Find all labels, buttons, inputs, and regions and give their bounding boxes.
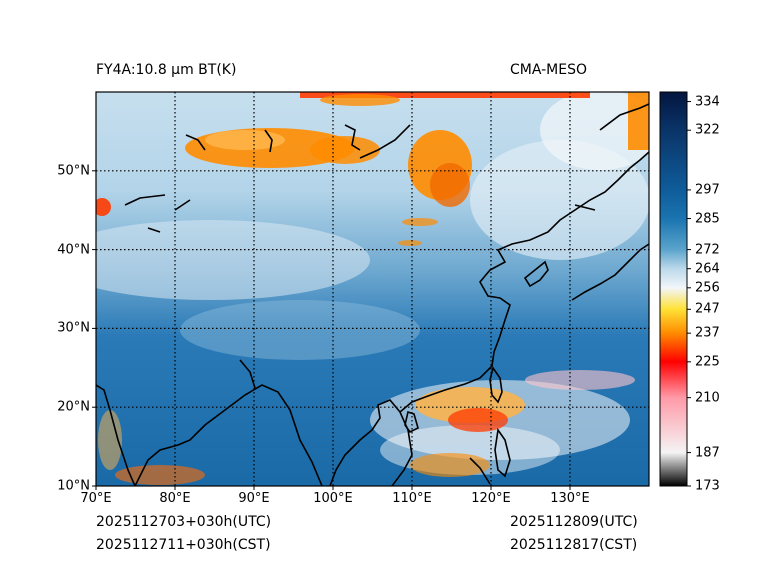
satellite-imagery (96, 92, 649, 486)
valid-time-utc: 2025112809(UTC) (510, 514, 638, 530)
colorbar-label: 247 (695, 301, 720, 317)
colorbar-label: 256 (695, 280, 720, 296)
lon-label: 90°E (238, 491, 270, 506)
lon-label: 80°E (159, 491, 191, 506)
colorbar-label: 285 (695, 211, 720, 227)
colorbar-label: 264 (695, 261, 720, 277)
axis-ticks (92, 170, 571, 490)
lon-label: 70°E (80, 491, 112, 506)
init-time-cst: 2025112711+030h(CST) (96, 537, 271, 553)
colorbar-label: 225 (695, 354, 720, 370)
init-time-utc: 2025112703+030h(UTC) (96, 514, 272, 530)
title-left: FY4A:10.8 µm BT(K) (96, 62, 237, 78)
colorbar-gradient (660, 92, 687, 486)
colorbar-label: 334 (695, 94, 720, 110)
lon-label: 130°E (550, 491, 590, 506)
colorbar-label: 210 (695, 390, 720, 406)
colorbar-label: 237 (695, 325, 720, 341)
colorbar-label: 173 (695, 478, 720, 494)
valid-time-cst: 2025112817(CST) (510, 537, 638, 553)
colorbar-label: 272 (695, 242, 720, 258)
lat-label: 20°N (57, 399, 90, 415)
lat-label: 40°N (57, 242, 90, 258)
title-right: CMA-MESO (510, 62, 588, 78)
lon-label: 100°E (313, 491, 353, 506)
lon-label: 120°E (471, 491, 511, 506)
colorbar-tick-marks (687, 101, 691, 487)
colorbar-label: 297 (695, 182, 720, 198)
lat-label: 50°N (57, 163, 90, 179)
colorbar-label: 187 (695, 445, 720, 461)
lat-label: 30°N (57, 320, 90, 336)
plot-frame (95, 91, 650, 487)
lat-label: 10°N (57, 478, 90, 494)
coastlines (96, 103, 649, 486)
colorbar-label: 322 (695, 122, 720, 138)
lon-label: 110°E (392, 491, 432, 506)
graticule (96, 92, 649, 486)
colorbar-frame (659, 91, 688, 487)
